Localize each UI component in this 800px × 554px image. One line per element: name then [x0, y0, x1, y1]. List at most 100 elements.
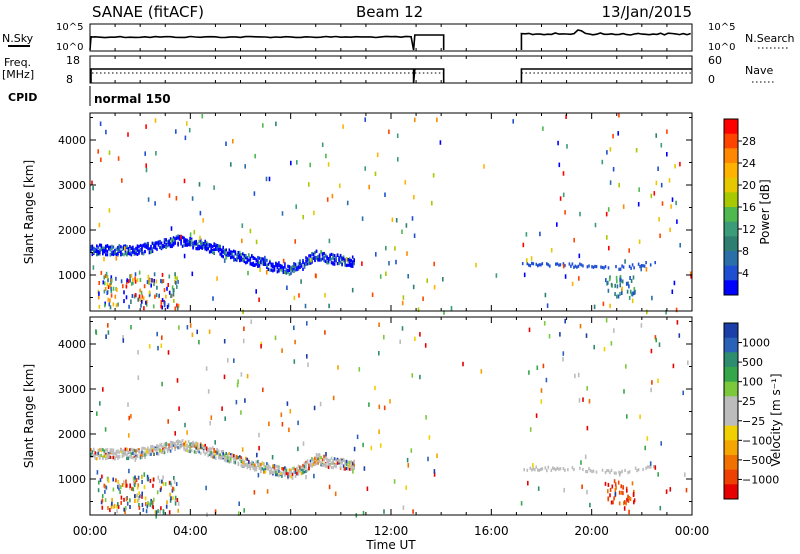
- scatter-cell: [112, 286, 115, 291]
- scatter-cell: [615, 471, 617, 475]
- scatter-cell: [213, 448, 215, 452]
- scatter-cell: [178, 406, 180, 411]
- scatter-cell: [344, 459, 346, 463]
- colorbar-segment: [724, 221, 738, 237]
- scatter-cell: [348, 460, 351, 464]
- scatter-cell: [106, 453, 109, 457]
- scatter-cell: [303, 265, 306, 269]
- scatter-cell: [562, 351, 565, 356]
- scatter-cell: [332, 261, 334, 265]
- scatter-cell: [209, 420, 211, 426]
- scatter-cell: [257, 264, 259, 268]
- scatter-cell: [348, 259, 351, 263]
- colorbar-tick-label: 100: [742, 376, 763, 389]
- scatter-cell: [129, 483, 131, 488]
- scatter-cell: [412, 509, 414, 514]
- scatter-cell: [222, 255, 224, 259]
- scatter-cell: [117, 248, 119, 252]
- scatter-cell: [619, 279, 622, 284]
- colorbar-segment: [724, 484, 738, 500]
- scatter-cell: [543, 321, 546, 326]
- scatter-cell: [537, 468, 539, 472]
- scatter-cell: [157, 240, 160, 244]
- scatter-cell: [287, 475, 289, 479]
- scatter-cell: [128, 304, 130, 309]
- scatter-cell: [431, 200, 433, 206]
- scatter-cell: [204, 446, 206, 450]
- scatter-cell: [246, 373, 249, 379]
- scatter-cell: [304, 303, 307, 309]
- scatter-cell: [147, 501, 149, 506]
- scatter-cell: [102, 246, 104, 250]
- scatter-cell: [376, 152, 379, 158]
- scatter-cell: [169, 481, 172, 486]
- scatter-cell: [124, 244, 127, 248]
- scatter-cell: [393, 479, 396, 484]
- scatter-cell: [134, 457, 137, 462]
- scatter-cell: [573, 237, 575, 243]
- scatter-cell: [130, 251, 133, 255]
- scatter-cell: [614, 491, 617, 497]
- scatter-cell: [172, 441, 175, 445]
- scatter-cell: [163, 447, 166, 452]
- scatter-cell: [181, 235, 184, 239]
- scatter-cell: [142, 446, 145, 450]
- scatter-cell: [151, 500, 154, 505]
- scatter-cell: [326, 460, 328, 464]
- scatter-cell: [552, 466, 554, 470]
- scatter-cell: [242, 458, 244, 462]
- scatter-cell: [94, 456, 97, 460]
- scatter-cell: [136, 252, 139, 256]
- scatter-cell: [97, 453, 100, 458]
- scatter-cell: [173, 487, 175, 492]
- scatter-cell: [288, 472, 291, 476]
- scatter-cell: [102, 280, 105, 285]
- scatter-cell: [110, 286, 112, 291]
- scatter-cell: [164, 482, 167, 487]
- scatter-cell: [571, 281, 574, 287]
- scatter-cell: [327, 460, 330, 464]
- scatter-cell: [546, 262, 548, 266]
- scatter-cell: [326, 197, 329, 202]
- scatter-cell: [595, 265, 598, 269]
- scatter-cell: [637, 202, 640, 207]
- scatter-cell: [186, 121, 188, 126]
- scatter-cell: [145, 450, 148, 454]
- scatter-cell: [676, 320, 679, 325]
- scatter-cell: [108, 247, 110, 251]
- scatter-cell: [236, 253, 238, 257]
- scatter-cell: [338, 459, 340, 463]
- scatter-cell: [121, 449, 124, 453]
- scatter-cell: [668, 178, 671, 183]
- scatter-cell: [126, 244, 128, 249]
- scatter-cell: [344, 461, 346, 465]
- scatter-cell: [139, 456, 142, 460]
- scatter-cell: [284, 472, 286, 476]
- scatter-cell: [207, 454, 209, 458]
- scatter-cell: [640, 266, 642, 272]
- scatter-cell: [653, 191, 656, 196]
- scatter-cell: [241, 238, 243, 244]
- scatter-cell: [227, 358, 229, 363]
- scatter-cell: [351, 260, 354, 264]
- scatter-cell: [104, 286, 107, 291]
- scatter-cell: [242, 252, 244, 256]
- scatter-cell: [240, 372, 243, 377]
- scatter-cell: [213, 455, 215, 459]
- scatter-cell: [189, 232, 192, 237]
- scatter-cell: [269, 469, 271, 473]
- scatter-cell: [133, 294, 136, 299]
- scatter-cell: [562, 262, 565, 266]
- scatter-cell: [141, 446, 143, 451]
- scatter-cell: [627, 494, 629, 499]
- nsearch-tick-top: 10^5: [708, 22, 735, 33]
- scatter-cell: [169, 237, 172, 241]
- scatter-cell: [234, 250, 237, 254]
- scatter-cell: [108, 283, 111, 288]
- scatter-cell: [145, 509, 148, 514]
- scatter-cell: [557, 140, 559, 146]
- scatter-cell: [586, 425, 589, 431]
- scatter-cell: [145, 242, 148, 246]
- scatter-cell: [308, 258, 310, 262]
- scatter-cell: [97, 252, 100, 256]
